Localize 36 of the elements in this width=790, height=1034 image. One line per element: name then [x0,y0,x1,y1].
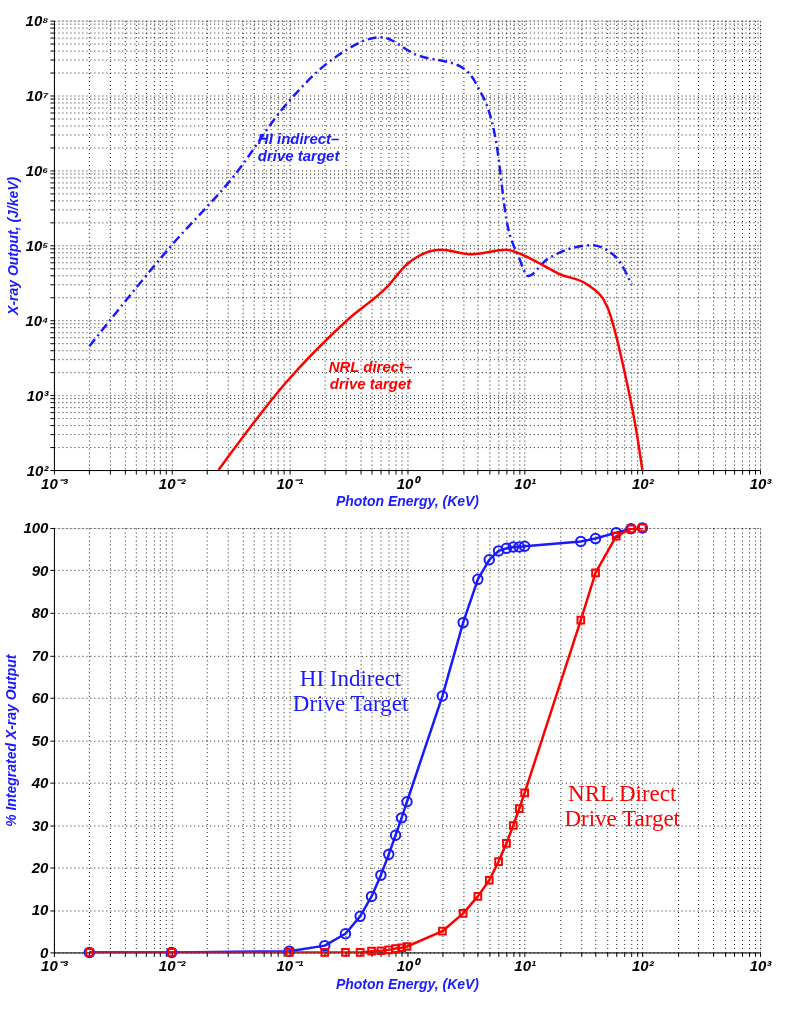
y-tick-label: 40 [30,774,50,792]
y-tick-label: 60 [31,689,50,707]
y-tick-label: 100 [23,519,50,537]
x-tick-label: 10⁰ [396,956,423,974]
y-tick-label: 20 [30,859,50,877]
series-label: NRL Direct Drive Target [564,780,681,831]
x-tick-label: 10⁻¹ [276,956,304,974]
x-axis-title: Photon Energy, (KeV) [335,493,480,510]
x-tick-label: 10³ [749,956,773,974]
x-tick-label: 10⁻² [158,474,187,492]
y-tick-label: 10⁵ [25,236,49,254]
x-axis-title: Photon Energy, (KeV) [335,975,480,992]
y-axis-title: % Integrated X-ray Output [3,653,20,827]
y-tick-label: 10⁷ [26,87,49,104]
x-tick-label: 10⁻¹ [276,474,304,492]
x-tick-label: 10² [632,956,655,974]
y-tick-label: 10³ [26,386,50,404]
y-tick-label: 30 [31,816,50,834]
y-tick-label: 10 [31,901,50,919]
x-tick-label: 10² [632,474,655,492]
y-tick-label: 10⁸ [25,12,49,30]
y-axis-title: X-ray Output, (J/keV) [5,176,22,316]
x-tick-label: 10¹ [514,474,536,492]
series-label: HI Indirect Drive Target [292,665,409,716]
x-tick-label: 10⁰ [396,474,423,492]
x-tick-label: 10¹ [514,956,536,974]
y-tick-label: 50 [31,731,50,749]
y-tick-label: 80 [31,604,50,622]
x-tick-label: 10³ [749,474,773,492]
series-label: NRL direct– drive target [328,358,413,393]
y-tick-label: 70 [31,646,50,664]
x-tick-label: 10⁻² [158,956,187,974]
y-tick-label: 90 [31,561,50,579]
y-tick-label: 10⁴ [25,311,49,329]
y-tick-label: 10⁶ [25,161,49,179]
y-tick-label: 0 [40,943,50,961]
